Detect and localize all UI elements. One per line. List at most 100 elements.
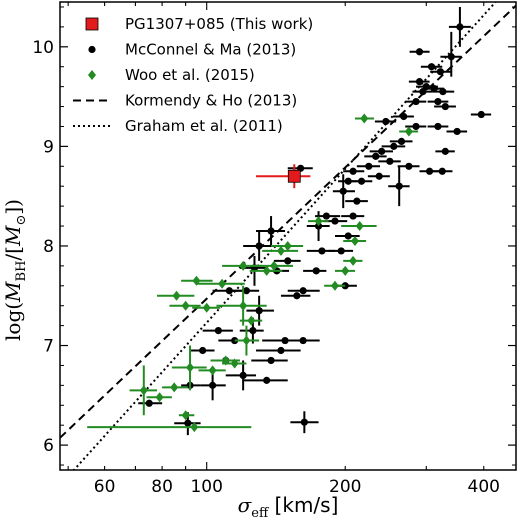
- data-point-mcconnel-ma: [441, 102, 449, 111]
- y-label-m2: M: [1, 225, 25, 247]
- data-point-mcconnel-ma: [349, 167, 357, 175]
- data-point-mcconnel-ma: [365, 162, 373, 170]
- data-point-mcconnel-ma: [322, 212, 330, 220]
- data-point-woo: [269, 260, 278, 271]
- data-point-mcconnel-ma: [415, 78, 424, 86]
- data-point-mcconnel-ma: [249, 326, 257, 335]
- data-point-woo: [155, 392, 164, 403]
- x-tick-label: 400: [468, 477, 500, 497]
- data-point-mcconnel-ma: [214, 326, 222, 335]
- data-point-mcconnel-ma: [405, 162, 413, 170]
- data-point-mcconnel-ma: [300, 418, 308, 426]
- data-point-woo: [186, 362, 195, 373]
- x-tick-label: 60: [94, 477, 116, 497]
- data-point-mcconnel-ma: [397, 137, 406, 146]
- data-point-mcconnel-ma: [255, 307, 263, 315]
- data-point-pg1307: [287, 169, 301, 183]
- data-point-mcconnel-ma: [412, 97, 420, 106]
- data-point-mcconnel-ma: [375, 172, 383, 180]
- y-axis-label: log(MBH/[M⊙]): [1, 199, 29, 341]
- data-point-mcconnel-ma: [372, 152, 380, 160]
- data-point-mcconnel-ma: [477, 110, 485, 119]
- y-tick-label: 7: [43, 337, 54, 357]
- data-point-woo: [170, 382, 179, 393]
- data-point-mcconnel-ma: [199, 346, 207, 355]
- data-point-mcconnel-ma: [299, 336, 307, 345]
- x-tick-label: 100: [190, 477, 222, 497]
- data-point-mcconnel-ma: [390, 142, 398, 150]
- data-point-mcconnel-ma: [339, 187, 347, 195]
- axes-frame: [59, 1, 517, 471]
- data-point-mcconnel-ma: [255, 242, 263, 250]
- x-axis-label: σeff [km/s]: [238, 493, 339, 521]
- data-point-woo: [283, 240, 292, 251]
- data-point-woo: [262, 265, 271, 276]
- x-label-unit: [km/s]: [268, 493, 338, 517]
- data-point-mcconnel-ma: [267, 356, 275, 365]
- data-point-woo: [218, 278, 227, 289]
- data-point-mcconnel-ma: [400, 112, 408, 121]
- data-point-mcconnel-ma: [299, 287, 307, 295]
- data-point-mcconnel-ma: [434, 97, 442, 106]
- data-point-mcconnel-ma: [427, 63, 436, 71]
- data-point-woo: [139, 385, 148, 396]
- data-point-mcconnel-ma: [453, 127, 461, 136]
- data-point-woo: [276, 245, 285, 256]
- y-label-m1: M: [1, 281, 25, 303]
- data-point-woo: [239, 260, 248, 271]
- plot-area-background: [60, 2, 516, 470]
- data-point-mcconnel-ma: [353, 197, 361, 205]
- legend-marker-diamond: [88, 70, 96, 80]
- data-point-mcconnel-ma: [378, 147, 386, 155]
- data-point-mcconnel-ma: [386, 157, 394, 165]
- chart-layer: [60, 2, 516, 470]
- data-point-woo: [208, 365, 217, 376]
- data-point-mcconnel-ma: [312, 267, 320, 275]
- legend-marker-circle: [88, 45, 96, 54]
- data-point-mcconnel-ma: [242, 287, 251, 295]
- data-point-woo: [349, 255, 358, 266]
- data-point-mcconnel-ma: [357, 177, 366, 185]
- data-point-mcconnel-ma: [145, 399, 153, 407]
- x-tick-label: 200: [329, 477, 361, 497]
- data-point-woo: [404, 126, 413, 137]
- data-point-mcconnel-ma: [349, 212, 357, 220]
- data-point-woo: [350, 235, 359, 246]
- axis-layer: 6 7 8 9 10 60 80 100 200 400: [32, 1, 517, 497]
- data-point-woo: [314, 216, 323, 227]
- data-point-mcconnel-ma: [441, 147, 449, 155]
- data-point-mcconnel-ma: [337, 247, 345, 255]
- data-point-woo: [181, 410, 190, 421]
- data-point-mcconnel-ma: [293, 292, 301, 300]
- data-point-woo: [190, 422, 199, 433]
- legend-label: Kormendy & Ho (2013): [125, 92, 297, 110]
- data-point-mcconnel-ma: [456, 23, 464, 31]
- legend-label: McConnel & Ma (2013): [125, 41, 296, 59]
- data-point-mcconnel-ma: [382, 117, 390, 126]
- data-point-woo: [242, 335, 251, 346]
- legend-label: PG1307+085 (This work): [125, 15, 313, 33]
- data-point-woo: [355, 221, 364, 232]
- legend-marker-square: [85, 17, 99, 31]
- y-label-prefix: log(: [1, 302, 25, 341]
- y-label-s1: BH: [14, 261, 29, 282]
- data-point-mcconnel-ma: [434, 122, 442, 131]
- data-point-mcconnel-ma: [284, 257, 292, 265]
- legend-label: Graham et al. (2011): [125, 117, 283, 135]
- data-point-woo: [341, 265, 350, 276]
- data-point-mcconnel-ma: [447, 53, 455, 61]
- data-point-mcconnel-ma: [395, 182, 403, 190]
- data-point-mcconnel-ma: [225, 287, 233, 295]
- x-tick-label: 80: [151, 477, 173, 497]
- data-point-mcconnel-ma: [267, 227, 275, 235]
- y-tick-label: 10: [32, 38, 54, 58]
- data-point-woo: [239, 300, 248, 311]
- y-label-slash: /[: [1, 246, 25, 261]
- data-point-mcconnel-ma: [263, 376, 271, 384]
- relation-line-dotted: [72, 2, 497, 470]
- data-point-mcconnel-ma: [331, 217, 339, 225]
- y-label-suffix: ]): [1, 199, 25, 215]
- y-tick-label: 8: [43, 237, 54, 257]
- legend: PG1307+085 (This work) McConnel & Ma (201…: [73, 15, 313, 135]
